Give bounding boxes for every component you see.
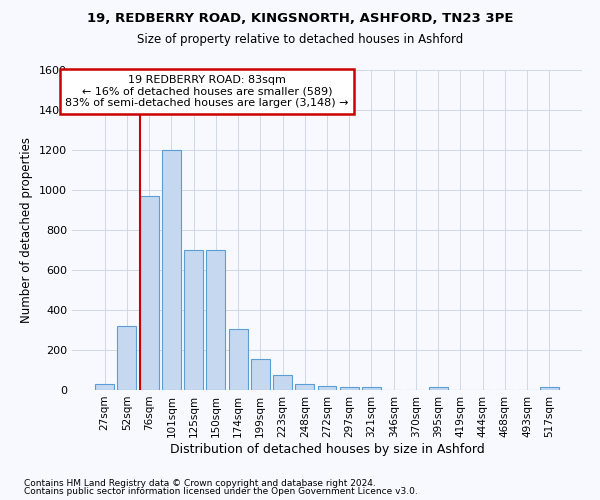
- Bar: [184, 250, 203, 390]
- Bar: [362, 387, 381, 390]
- Text: Contains public sector information licensed under the Open Government Licence v3: Contains public sector information licen…: [24, 487, 418, 496]
- Bar: [540, 387, 559, 390]
- Bar: [95, 384, 114, 390]
- Bar: [251, 359, 270, 390]
- Bar: [229, 329, 248, 390]
- Text: Contains HM Land Registry data © Crown copyright and database right 2024.: Contains HM Land Registry data © Crown c…: [24, 478, 376, 488]
- Bar: [140, 196, 158, 390]
- Text: 19 REDBERRY ROAD: 83sqm
← 16% of detached houses are smaller (589)
83% of semi-d: 19 REDBERRY ROAD: 83sqm ← 16% of detache…: [65, 75, 349, 108]
- Bar: [162, 150, 181, 390]
- Y-axis label: Number of detached properties: Number of detached properties: [20, 137, 34, 323]
- Bar: [273, 375, 292, 390]
- Bar: [317, 386, 337, 390]
- Bar: [118, 326, 136, 390]
- X-axis label: Distribution of detached houses by size in Ashford: Distribution of detached houses by size …: [170, 442, 484, 456]
- Bar: [429, 387, 448, 390]
- Text: 19, REDBERRY ROAD, KINGSNORTH, ASHFORD, TN23 3PE: 19, REDBERRY ROAD, KINGSNORTH, ASHFORD, …: [87, 12, 513, 26]
- Bar: [206, 250, 225, 390]
- Text: Size of property relative to detached houses in Ashford: Size of property relative to detached ho…: [137, 32, 463, 46]
- Bar: [340, 387, 359, 390]
- Bar: [295, 384, 314, 390]
